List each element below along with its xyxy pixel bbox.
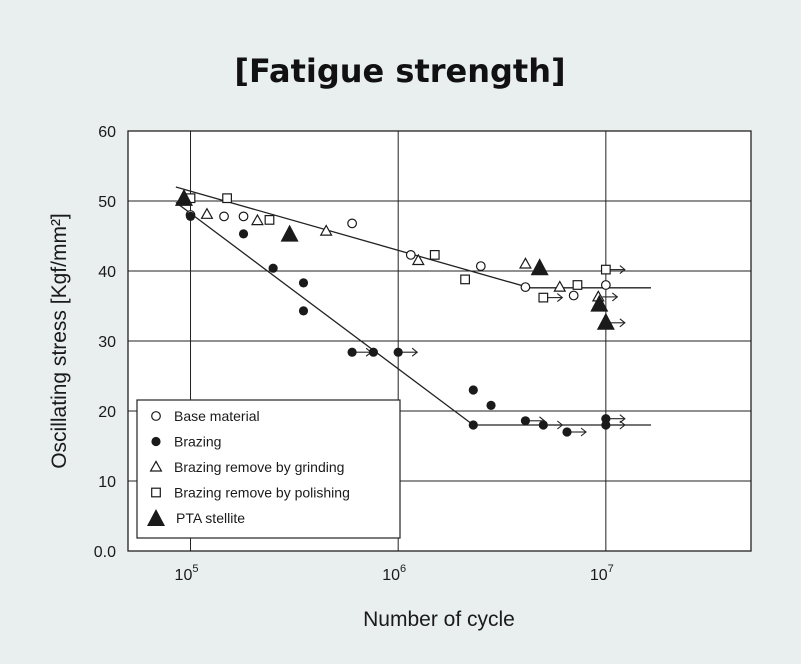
- y-tick-labels: 0.0 10 20 30 40 50 60: [94, 124, 116, 561]
- runout-arrow-1-13-head: [580, 427, 587, 437]
- data-point-1-0: [185, 211, 196, 221]
- data-point-2-2: [319, 224, 333, 236]
- legend-marker-1: [151, 436, 161, 447]
- data-point-4-2: [530, 258, 549, 276]
- data-point-1-6: [368, 347, 379, 357]
- data-point-1-14: [601, 414, 611, 424]
- data-point-0-4: [405, 249, 416, 260]
- legend-marker-3: [151, 487, 161, 498]
- data-point-0-3: [347, 218, 358, 229]
- data-point-0-7: [568, 290, 579, 301]
- x-axis-label: Number of cycle: [363, 608, 515, 631]
- legend-marker-2: [149, 460, 163, 472]
- legend-entry-3: Brazing remove by polishing: [174, 485, 350, 501]
- data-point-4-3: [590, 294, 609, 312]
- runout-arrow-1-12-head: [556, 420, 564, 430]
- runout-arrow-1-15: [609, 420, 626, 430]
- data-point-1-8: [468, 385, 478, 395]
- runout-arrow-4-4-head: [619, 318, 626, 328]
- y-tick-label-1: 10: [98, 474, 116, 491]
- x-tick-label-1: 106: [382, 563, 406, 584]
- data-point-0-1: [219, 211, 229, 222]
- data-point-2-4: [519, 257, 532, 269]
- legend-entry-2: Brazing remove by grinding: [174, 459, 344, 475]
- legend-marker-4: [147, 509, 165, 526]
- data-point-4-1: [280, 224, 299, 242]
- data-point-3-5: [538, 292, 549, 303]
- runout-arrow-1-14: [609, 414, 626, 424]
- runout-arrow-1-7-head: [411, 347, 419, 357]
- runout-arrow-3-5-head: [556, 293, 564, 303]
- data-point-0-8: [600, 280, 611, 290]
- runout-arrow-2-6-head: [611, 292, 619, 302]
- runout-arrow-3-7-head: [619, 265, 626, 275]
- data-point-1-13: [562, 427, 572, 437]
- legend-entry-0: Base material: [174, 408, 260, 424]
- data-point-3-6: [572, 280, 583, 290]
- data-point-1-5: [347, 347, 357, 357]
- x-tick-label-0: 105: [175, 563, 199, 584]
- runout-arrow-3-7: [609, 265, 626, 275]
- data-point-2-5: [553, 280, 567, 292]
- data-point-4-0: [174, 188, 193, 206]
- data-point-3-7: [600, 264, 611, 275]
- runout-arrow-1-12: [547, 420, 564, 430]
- data-point-0-5: [475, 261, 486, 272]
- legend-entry-1: Brazing: [174, 434, 221, 450]
- data-markers: [174, 188, 626, 437]
- x-tick-label-2: 107: [590, 563, 614, 584]
- y-tick-label-3: 30: [98, 334, 116, 351]
- chart-title: [Fatigue strength]: [234, 52, 565, 90]
- data-point-1-15: [601, 420, 611, 430]
- data-point-1-11: [520, 416, 531, 426]
- data-point-4-4: [596, 312, 615, 330]
- data-point-1-1: [238, 229, 249, 239]
- data-point-1-4: [298, 306, 309, 316]
- data-point-1-9: [486, 400, 496, 410]
- data-point-3-3: [429, 250, 440, 260]
- data-point-2-1: [251, 213, 264, 226]
- legend-marker-0: [151, 411, 161, 421]
- data-point-1-7: [393, 347, 403, 357]
- data-point-2-3: [411, 253, 425, 266]
- runout-arrow-1-13: [570, 427, 587, 437]
- y-tick-label-6: 60: [98, 124, 116, 141]
- runout-arrow-1-15-head: [619, 420, 626, 430]
- runout-arrow-2-6: [602, 292, 619, 302]
- data-point-3-4: [460, 274, 470, 285]
- legend-box: [136, 399, 401, 539]
- data-point-1-2: [268, 263, 278, 273]
- runout-arrow-1-14-head: [619, 414, 626, 424]
- data-point-2-0: [200, 207, 214, 219]
- x-tick-labels: 105 106 107: [175, 563, 614, 584]
- y-tick-label-2: 20: [98, 404, 116, 421]
- y-tick-label-4: 40: [98, 264, 116, 281]
- data-point-1-3: [298, 278, 309, 288]
- y-tick-label-5: 50: [98, 194, 116, 211]
- data-point-1-12: [538, 420, 548, 430]
- data-point-3-2: [264, 215, 275, 225]
- legend-entry-4: PTA stellite: [176, 510, 245, 526]
- legend: Base material Brazing Brazing remove by gr…: [136, 399, 401, 539]
- y-axis-label: Oscillating stress [Kgf/mm²]: [48, 213, 71, 469]
- data-point-0-6: [520, 282, 531, 293]
- runout-arrow-4-4: [609, 318, 626, 328]
- data-point-1-10: [468, 420, 478, 430]
- runout-arrow-3-5: [547, 293, 564, 303]
- y-tick-label-0: 0.0: [94, 544, 116, 561]
- data-point-0-2: [238, 211, 249, 222]
- plot-border: [127, 130, 752, 552]
- runout-arrow-1-7: [402, 347, 419, 357]
- data-point-3-1: [222, 193, 232, 204]
